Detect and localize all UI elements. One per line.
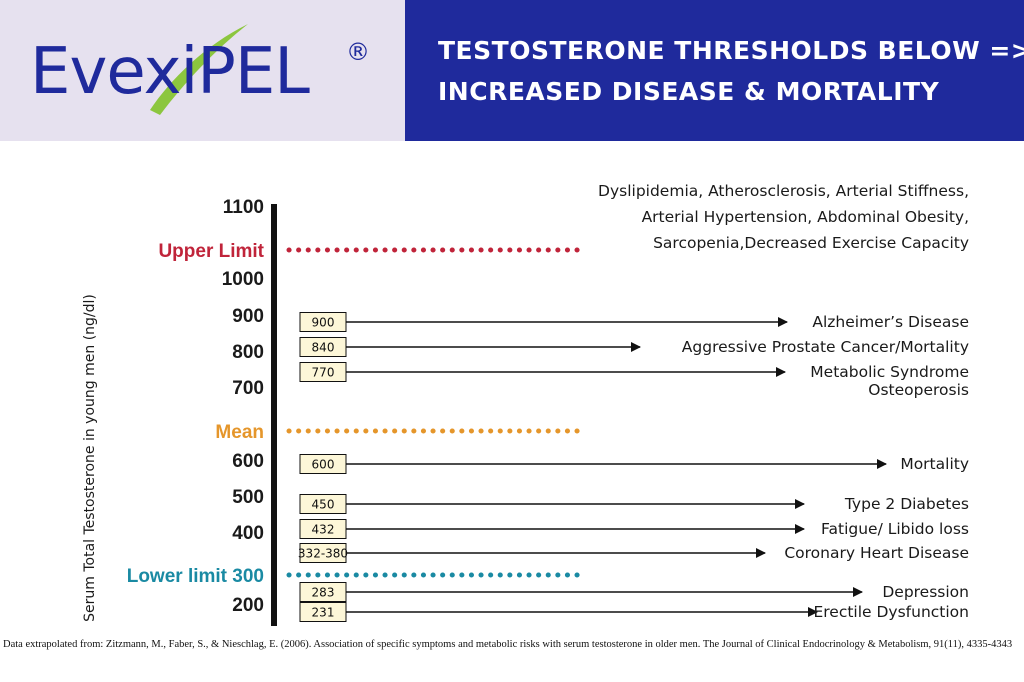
threshold-condition-label: Type 2 Diabetes xyxy=(844,495,969,513)
reference-lines: Upper Limit Mean Lower limit 300 xyxy=(127,241,585,587)
tick-label-900: 900 xyxy=(232,306,264,327)
tick-label-700: 700 xyxy=(232,378,264,399)
tick-label-400: 400 xyxy=(232,523,264,544)
threshold-condition-label: Depression xyxy=(882,583,969,601)
tick-label-1100: 1100 xyxy=(223,197,264,218)
threshold-row: 283 Depression xyxy=(299,582,969,602)
threshold-value: 450 xyxy=(312,498,335,512)
threshold-value-box xyxy=(299,362,347,382)
threshold-condition-label: Metabolic Syndrome xyxy=(810,363,969,381)
header-logo-panel: EvexiPEL ® xyxy=(0,0,405,141)
reference-label-mean: Mean xyxy=(215,422,264,443)
threshold-value-box xyxy=(299,312,347,332)
y-axis-label: Serum Total Testosterone in young men (n… xyxy=(82,294,98,622)
tick-label-800: 800 xyxy=(232,342,264,363)
threshold-value-box xyxy=(299,494,347,514)
citation: Data extrapolated from: Zitzmann, M., Fa… xyxy=(3,639,1013,650)
threshold-condition-label: Fatigue/ Libido loss xyxy=(821,520,969,538)
threshold-rows: 900 Alzheimer’s Disease 840 Aggressive Pros… xyxy=(298,312,969,622)
threshold-row: 840 Aggressive Prostate Cancer/Mortality xyxy=(299,337,969,357)
top-note-line: Arterial Hypertension, Abdominal Obesity… xyxy=(642,208,969,226)
threshold-value-box xyxy=(299,602,347,622)
tick-label-500: 500 xyxy=(232,487,264,508)
tick-label-1000: 1000 xyxy=(222,269,264,290)
threshold-row: 450 Type 2 Diabetes xyxy=(299,494,969,514)
threshold-value-box xyxy=(299,519,347,539)
threshold-row: 332-380 Coronary Heart Disease xyxy=(298,543,969,563)
title-line-2: INCREASED DISEASE & MORTALITY xyxy=(438,77,940,106)
header-title-panel: TESTOSTERONE THRESHOLDS BELOW => INCREAS… xyxy=(405,0,1024,141)
threshold-value: 600 xyxy=(312,458,335,472)
tick-label-200: 200 xyxy=(232,595,264,616)
threshold-value: 900 xyxy=(312,316,335,330)
threshold-value-box xyxy=(299,582,347,602)
title-line-1: TESTOSTERONE THRESHOLDS BELOW => xyxy=(438,36,1024,65)
tick-labels: 1100 1000 900 800 700 600 500 400 200 xyxy=(222,197,264,616)
threshold-condition-label: Mortality xyxy=(900,455,969,473)
reference-label-upper-limit: Upper Limit xyxy=(158,241,264,262)
threshold-value: 432 xyxy=(312,523,335,537)
threshold-row: 900 Alzheimer’s Disease xyxy=(299,312,969,332)
logo-swoosh-icon xyxy=(150,24,248,115)
threshold-row: 432 Fatigue/ Libido loss xyxy=(299,519,969,539)
threshold-value-box xyxy=(299,543,347,563)
threshold-value-box xyxy=(299,454,347,474)
threshold-value: 770 xyxy=(312,366,335,380)
threshold-condition-label: Alzheimer’s Disease xyxy=(812,313,969,331)
logo-wordmark: EvexiPEL xyxy=(30,35,310,109)
threshold-condition-label: Coronary Heart Disease xyxy=(784,544,969,562)
threshold-chart: Serum Total Testosterone in young men (n… xyxy=(82,182,969,626)
threshold-condition-label: Aggressive Prostate Cancer/Mortality xyxy=(682,338,969,356)
logo-registered-mark: ® xyxy=(346,38,370,66)
top-note-line: Dyslipidemia, Atherosclerosis, Arterial … xyxy=(598,182,969,200)
threshold-value: 332-380 xyxy=(298,547,348,561)
top-note-line: Sarcopenia,Decreased Exercise Capacity xyxy=(653,234,969,252)
reference-label-lower-limit-300: Lower limit 300 xyxy=(127,566,264,587)
threshold-condition-label: Erectile Dysfunction xyxy=(813,603,969,621)
threshold-row: 600 Mortality xyxy=(299,454,969,474)
tick-label-600: 600 xyxy=(232,451,264,472)
threshold-value: 231 xyxy=(312,606,335,620)
threshold-value-box xyxy=(299,337,347,357)
threshold-value: 840 xyxy=(312,341,335,355)
top-note: Dyslipidemia, Atherosclerosis, Arterial … xyxy=(598,182,969,252)
y-axis-bar xyxy=(271,204,277,626)
threshold-condition-label: Osteoperosis xyxy=(868,381,969,399)
threshold-value: 283 xyxy=(312,586,335,600)
threshold-row: 231 Erectile Dysfunction xyxy=(299,602,969,622)
